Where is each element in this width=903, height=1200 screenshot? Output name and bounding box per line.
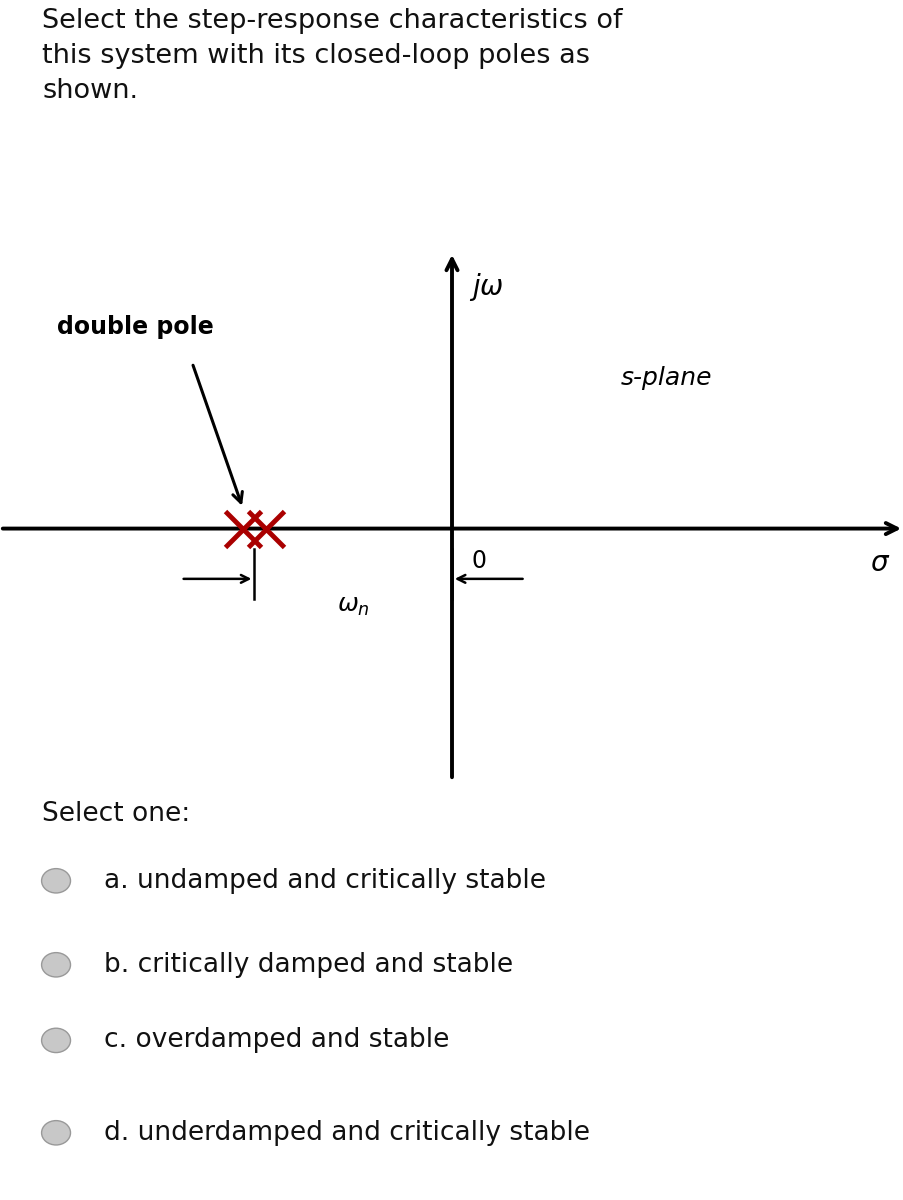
Text: $\omega_n$: $\omega_n$ <box>336 594 369 618</box>
Ellipse shape <box>42 1028 70 1052</box>
Text: c. overdamped and stable: c. overdamped and stable <box>104 1027 449 1054</box>
Text: $\sigma$: $\sigma$ <box>870 548 889 577</box>
Text: d. underdamped and critically stable: d. underdamped and critically stable <box>104 1120 590 1146</box>
Ellipse shape <box>42 869 70 893</box>
Ellipse shape <box>42 1121 70 1145</box>
Text: b. critically damped and stable: b. critically damped and stable <box>104 952 513 978</box>
Text: Select the step-response characteristics of
this system with its closed-loop pol: Select the step-response characteristics… <box>42 7 622 103</box>
Text: $j\omega$: $j\omega$ <box>469 271 503 304</box>
Text: s-plane: s-plane <box>620 366 712 390</box>
Text: double pole: double pole <box>57 316 213 340</box>
Text: a. undamped and critically stable: a. undamped and critically stable <box>104 868 545 894</box>
Text: Select one:: Select one: <box>42 802 191 827</box>
Ellipse shape <box>42 953 70 977</box>
Text: 0: 0 <box>471 548 486 572</box>
